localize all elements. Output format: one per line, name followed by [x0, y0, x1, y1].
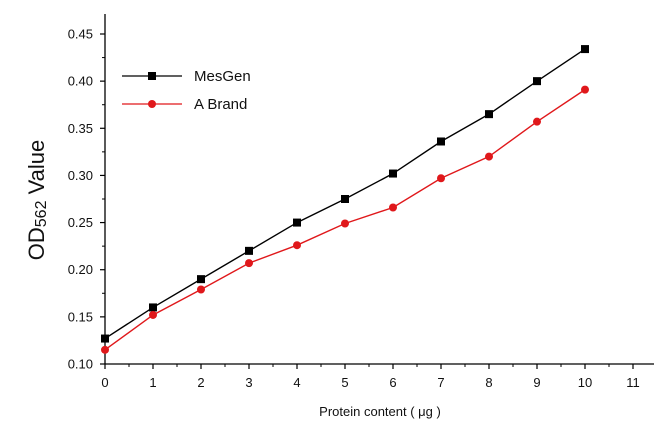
y-axis-title-main: OD — [24, 227, 49, 260]
data-point-a-brand — [581, 85, 589, 94]
x-tick-label: 6 — [389, 375, 396, 390]
x-tick-label: 3 — [245, 375, 252, 390]
x-tick-label: 8 — [485, 375, 492, 390]
data-point-a-brand — [293, 241, 301, 250]
data-point-a-brand — [341, 219, 349, 228]
data-point-a-brand — [101, 345, 109, 354]
data-point-a-brand — [149, 310, 157, 319]
data-point-a-brand — [245, 259, 253, 268]
data-point-mesgen — [149, 303, 157, 312]
x-tick-label: 7 — [437, 375, 444, 390]
data-point-mesgen — [485, 110, 493, 119]
legend-label-a-brand: A Brand — [194, 96, 247, 113]
data-point-mesgen — [581, 45, 589, 54]
data-point-mesgen — [197, 275, 205, 284]
data-point-mesgen — [101, 334, 109, 343]
data-point-mesgen — [533, 77, 541, 86]
y-tick-label: 0.40 — [68, 74, 93, 89]
data-point-mesgen — [437, 137, 445, 146]
legend-label-mesgen: MesGen — [194, 68, 251, 85]
legend: MesGen A Brand — [122, 68, 251, 113]
y-axis-ticks: 0.10 0.15 0.20 0.25 0.30 0.35 0.40 0.45 — [68, 27, 105, 372]
y-axis-title: OD562 Value — [24, 140, 50, 260]
series-layer — [101, 45, 589, 354]
y-tick-label: 0.35 — [68, 121, 93, 136]
y-tick-label: 0.45 — [68, 27, 93, 42]
data-point-a-brand — [485, 152, 493, 161]
x-tick-label: 5 — [341, 375, 348, 390]
data-point-a-brand — [437, 174, 445, 183]
data-point-a-brand — [533, 117, 541, 126]
x-axis-title: Protein content ( μg ) — [319, 404, 441, 419]
data-point-a-brand — [389, 203, 397, 212]
x-tick-label: 11 — [626, 375, 640, 390]
x-tick-label: 2 — [197, 375, 204, 390]
legend-marker-a-brand — [148, 100, 156, 108]
y-tick-label: 0.25 — [68, 215, 93, 230]
data-point-a-brand — [197, 285, 205, 294]
y-tick-label: 0.30 — [68, 168, 93, 183]
y-tick-label: 0.15 — [68, 309, 93, 324]
data-point-mesgen — [245, 246, 253, 255]
x-axis-ticks: 0 1 2 3 4 5 6 7 8 9 10 11 — [101, 364, 640, 390]
y-tick-label: 0.20 — [68, 262, 93, 277]
data-point-mesgen — [293, 218, 301, 227]
data-point-mesgen — [341, 195, 349, 203]
x-tick-label: 9 — [533, 375, 540, 390]
x-tick-label: 1 — [149, 375, 156, 390]
plot-area — [104, 14, 654, 365]
legend-marker-mesgen — [148, 72, 156, 80]
y-axis-title-suffix: Value — [24, 140, 49, 201]
x-tick-label: 4 — [293, 375, 300, 390]
y-axis-title-subscript: 562 — [33, 200, 50, 227]
y-tick-label: 0.10 — [68, 357, 93, 372]
data-point-mesgen — [389, 169, 397, 178]
x-tick-label: 0 — [101, 375, 108, 390]
x-tick-label: 10 — [578, 375, 592, 390]
